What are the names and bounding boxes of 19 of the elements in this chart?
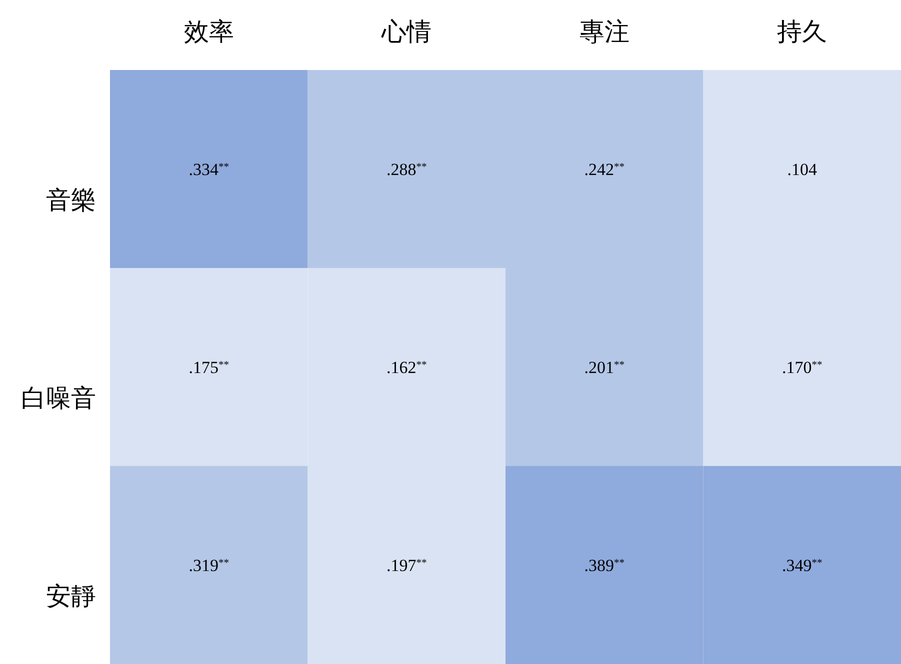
data-label: .349$^{**}$: [782, 556, 822, 575]
data-label: .104: [787, 160, 818, 179]
data-label: .201$^{**}$: [584, 358, 625, 377]
data-label: .170$^{**}$: [782, 358, 822, 377]
y-tick-label: 白噪音: [21, 384, 96, 413]
data-label: .389$^{**}$: [584, 556, 625, 575]
x-tick-label: 效率: [184, 18, 234, 46]
data-label: .319$^{**}$: [188, 556, 230, 575]
data-label: .334$^{**}$: [188, 160, 230, 179]
data-label: .242$^{**}$: [584, 160, 625, 179]
y-tick-label: 音樂: [46, 186, 96, 215]
data-label: .162$^{**}$: [386, 358, 427, 377]
y-tick-label: 安靜: [46, 582, 96, 611]
x-tick-label: 專注: [579, 18, 630, 46]
data-label: .175$^{**}$: [188, 358, 230, 377]
data-label: .288$^{**}$: [386, 160, 427, 179]
x-tick-label: 心情: [380, 18, 432, 46]
data-label: .197$^{**}$: [386, 556, 427, 575]
x-tick-label: 持久: [777, 19, 828, 46]
